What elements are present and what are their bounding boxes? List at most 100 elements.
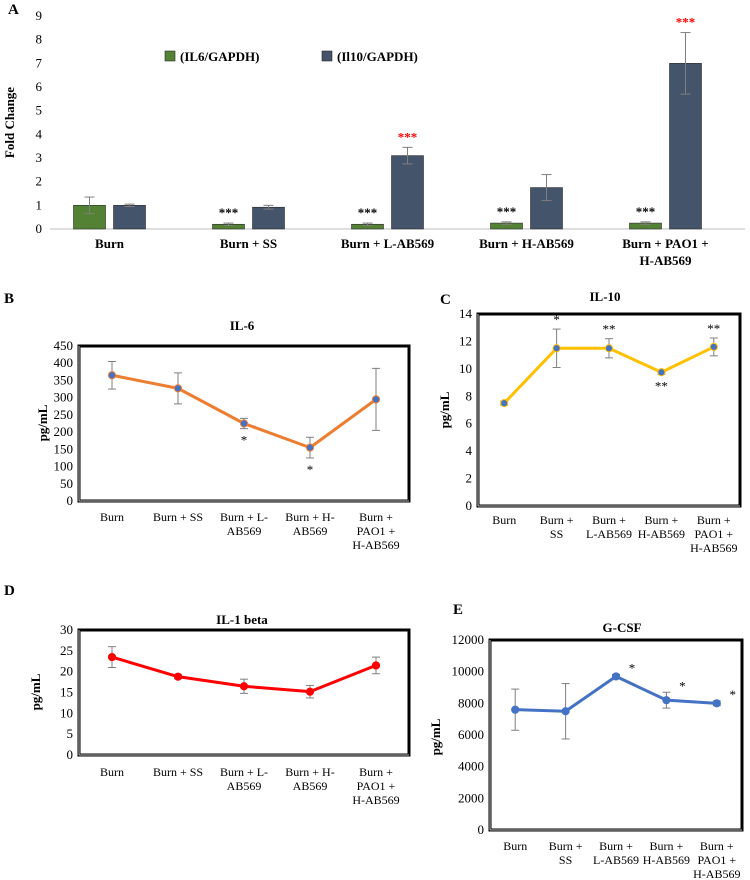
- x-tick-label-d: PAO1 +: [357, 779, 396, 793]
- legend-label-a: (IL6/GAPDH): [180, 49, 259, 64]
- data-point-e: [561, 707, 570, 716]
- x-tick-label-c: Burn +: [592, 513, 626, 527]
- x-tick-label-c: H-AB569: [638, 527, 685, 541]
- y-tick-label-b: 50: [60, 476, 73, 491]
- x-tick-label-c: Burn: [492, 513, 516, 527]
- x-tick-label-d: Burn + L-: [220, 765, 268, 779]
- y-axis-label-d: pg/mL: [28, 673, 43, 710]
- y-axis-label-b: pg/mL: [35, 404, 50, 441]
- x-tick-label-b: Burn + SS: [153, 510, 203, 524]
- y-tick-label-b: 250: [54, 407, 74, 422]
- significance-marker-e: *: [730, 687, 737, 702]
- y-axis-label-c: pg/mL: [437, 391, 452, 428]
- y-tick-label-a: 0: [36, 221, 43, 236]
- y-tick-label-a: 7: [36, 55, 43, 70]
- y-tick-label-c: 4: [466, 443, 473, 458]
- y-tick-label-c: 6: [466, 416, 473, 431]
- x-tick-label-c: SS: [550, 527, 563, 541]
- y-tick-label-b: 0: [67, 493, 74, 508]
- y-tick-label-d: 25: [60, 643, 73, 658]
- x-tick-label-d: Burn + SS: [153, 765, 203, 779]
- significance-marker-e: *: [679, 678, 686, 693]
- x-tick-label-e: SS: [559, 853, 572, 867]
- significance-marker-c: **: [603, 322, 616, 337]
- data-point-e: [712, 699, 721, 708]
- data-point-d: [305, 687, 315, 696]
- y-tick-label-b: 350: [54, 372, 74, 387]
- significance-marker-b: *: [241, 433, 248, 448]
- data-point-c: [604, 344, 614, 353]
- x-tick-label-b: Burn + H-: [285, 510, 334, 524]
- panel-label-e: E: [453, 602, 463, 618]
- significance-marker-e: *: [629, 660, 636, 675]
- x-tick-label-a: Burn + SS: [220, 236, 277, 251]
- legend-label-a: (Il10/GAPDH): [337, 49, 418, 64]
- x-tick-label-b: Burn + L-: [220, 510, 268, 524]
- panel-label-b: B: [4, 291, 14, 307]
- data-point-b: [107, 371, 117, 380]
- x-tick-label-c: PAO1 +: [694, 527, 733, 541]
- data-point-c: [709, 342, 718, 352]
- data-point-d: [371, 661, 381, 670]
- chart-title-e: G-CSF: [603, 620, 642, 635]
- y-tick-label-e: 6000: [458, 727, 484, 742]
- data-point-e: [662, 696, 671, 705]
- chart-title-c: IL-10: [589, 289, 620, 304]
- y-tick-label-e: 0: [478, 822, 485, 837]
- x-tick-label-d: Burn +: [359, 765, 393, 779]
- significance-marker-b: *: [307, 462, 314, 477]
- x-tick-label-b: H-AB569: [352, 538, 399, 552]
- y-tick-label-a: 9: [36, 8, 43, 23]
- y-tick-label-e: 4000: [458, 759, 484, 774]
- y-tick-label-a: 8: [36, 32, 43, 47]
- x-tick-label-d: H-AB569: [352, 793, 399, 807]
- y-tick-label-c: 8: [466, 388, 473, 403]
- significance-marker-c: **: [707, 321, 720, 336]
- x-tick-label-e: Burn +: [549, 839, 583, 853]
- y-tick-label-a: 2: [36, 174, 43, 189]
- y-tick-label-c: 10: [459, 361, 472, 376]
- y-tick-label-a: 5: [36, 103, 43, 118]
- y-tick-label-c: 0: [466, 498, 473, 513]
- data-point-d: [107, 652, 117, 662]
- y-tick-label-d: 10: [60, 705, 73, 720]
- x-tick-label-c: Burn +: [645, 513, 679, 527]
- y-tick-label-d: 15: [60, 685, 73, 700]
- x-tick-label-c: Burn +: [540, 513, 574, 527]
- x-tick-label-b: PAO1 +: [357, 524, 396, 538]
- legend-swatch-a: [164, 50, 176, 62]
- x-tick-label-b: AB569: [227, 524, 262, 538]
- y-tick-label-b: 150: [54, 441, 74, 456]
- y-tick-label-c: 12: [459, 333, 472, 348]
- bar-il10: [252, 206, 285, 230]
- data-point-b: [305, 443, 315, 452]
- panel-label-c: C: [440, 292, 451, 308]
- y-tick-label-b: 100: [54, 459, 74, 474]
- bar-il10: [391, 155, 424, 230]
- x-tick-label-a: Burn + PAO1 +: [622, 236, 708, 251]
- data-point-c: [500, 399, 509, 408]
- x-tick-label-e: Burn +: [700, 839, 734, 853]
- y-tick-label-a: 6: [36, 79, 43, 94]
- data-point-b: [173, 384, 183, 393]
- y-tick-label-c: 14: [459, 306, 473, 321]
- y-tick-label-d: 30: [60, 622, 73, 637]
- x-tick-label-d: Burn + H-: [285, 765, 334, 779]
- bar-il10: [113, 205, 146, 230]
- chart-title-b: IL-6: [230, 318, 255, 333]
- x-tick-label-c: Burn +: [697, 513, 731, 527]
- x-tick-label-e: Burn +: [650, 839, 684, 853]
- data-point-b: [239, 419, 249, 428]
- significance-marker-c: **: [655, 378, 668, 393]
- x-tick-label-d: AB569: [227, 779, 262, 793]
- y-tick-label-e: 8000: [458, 695, 484, 710]
- x-tick-label-d: Burn: [100, 765, 124, 779]
- data-point-c: [552, 344, 561, 353]
- x-tick-label-c: H-AB569: [690, 541, 737, 555]
- x-tick-label-e: Burn +: [599, 839, 633, 853]
- x-tick-label-b: AB569: [293, 524, 328, 538]
- y-tick-label-b: 400: [54, 355, 74, 370]
- significance-marker-a: ***: [358, 205, 378, 220]
- y-tick-label-c: 2: [466, 471, 473, 486]
- x-tick-label-e: H-AB569: [643, 853, 690, 867]
